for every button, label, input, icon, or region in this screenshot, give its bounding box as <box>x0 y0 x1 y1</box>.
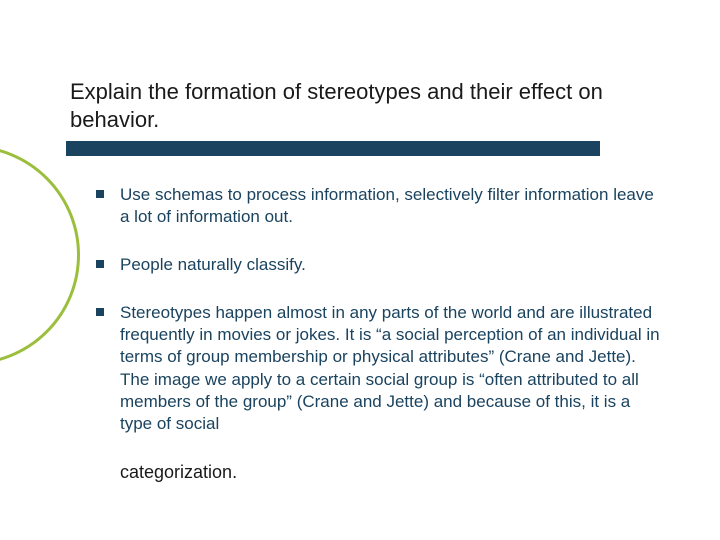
slide: Explain the formation of stereotypes and… <box>0 0 720 540</box>
bullet-item: Stereotypes happen almost in any parts o… <box>96 302 660 435</box>
title-underline <box>66 141 600 156</box>
bullet-item: People naturally classify. <box>96 254 660 276</box>
bullet-list: Use schemas to process information, sele… <box>70 184 660 435</box>
slide-title: Explain the formation of stereotypes and… <box>70 78 660 133</box>
bullet-item: Use schemas to process information, sele… <box>96 184 660 228</box>
accent-circle <box>0 145 80 365</box>
trailing-text: categorization. <box>70 461 660 484</box>
